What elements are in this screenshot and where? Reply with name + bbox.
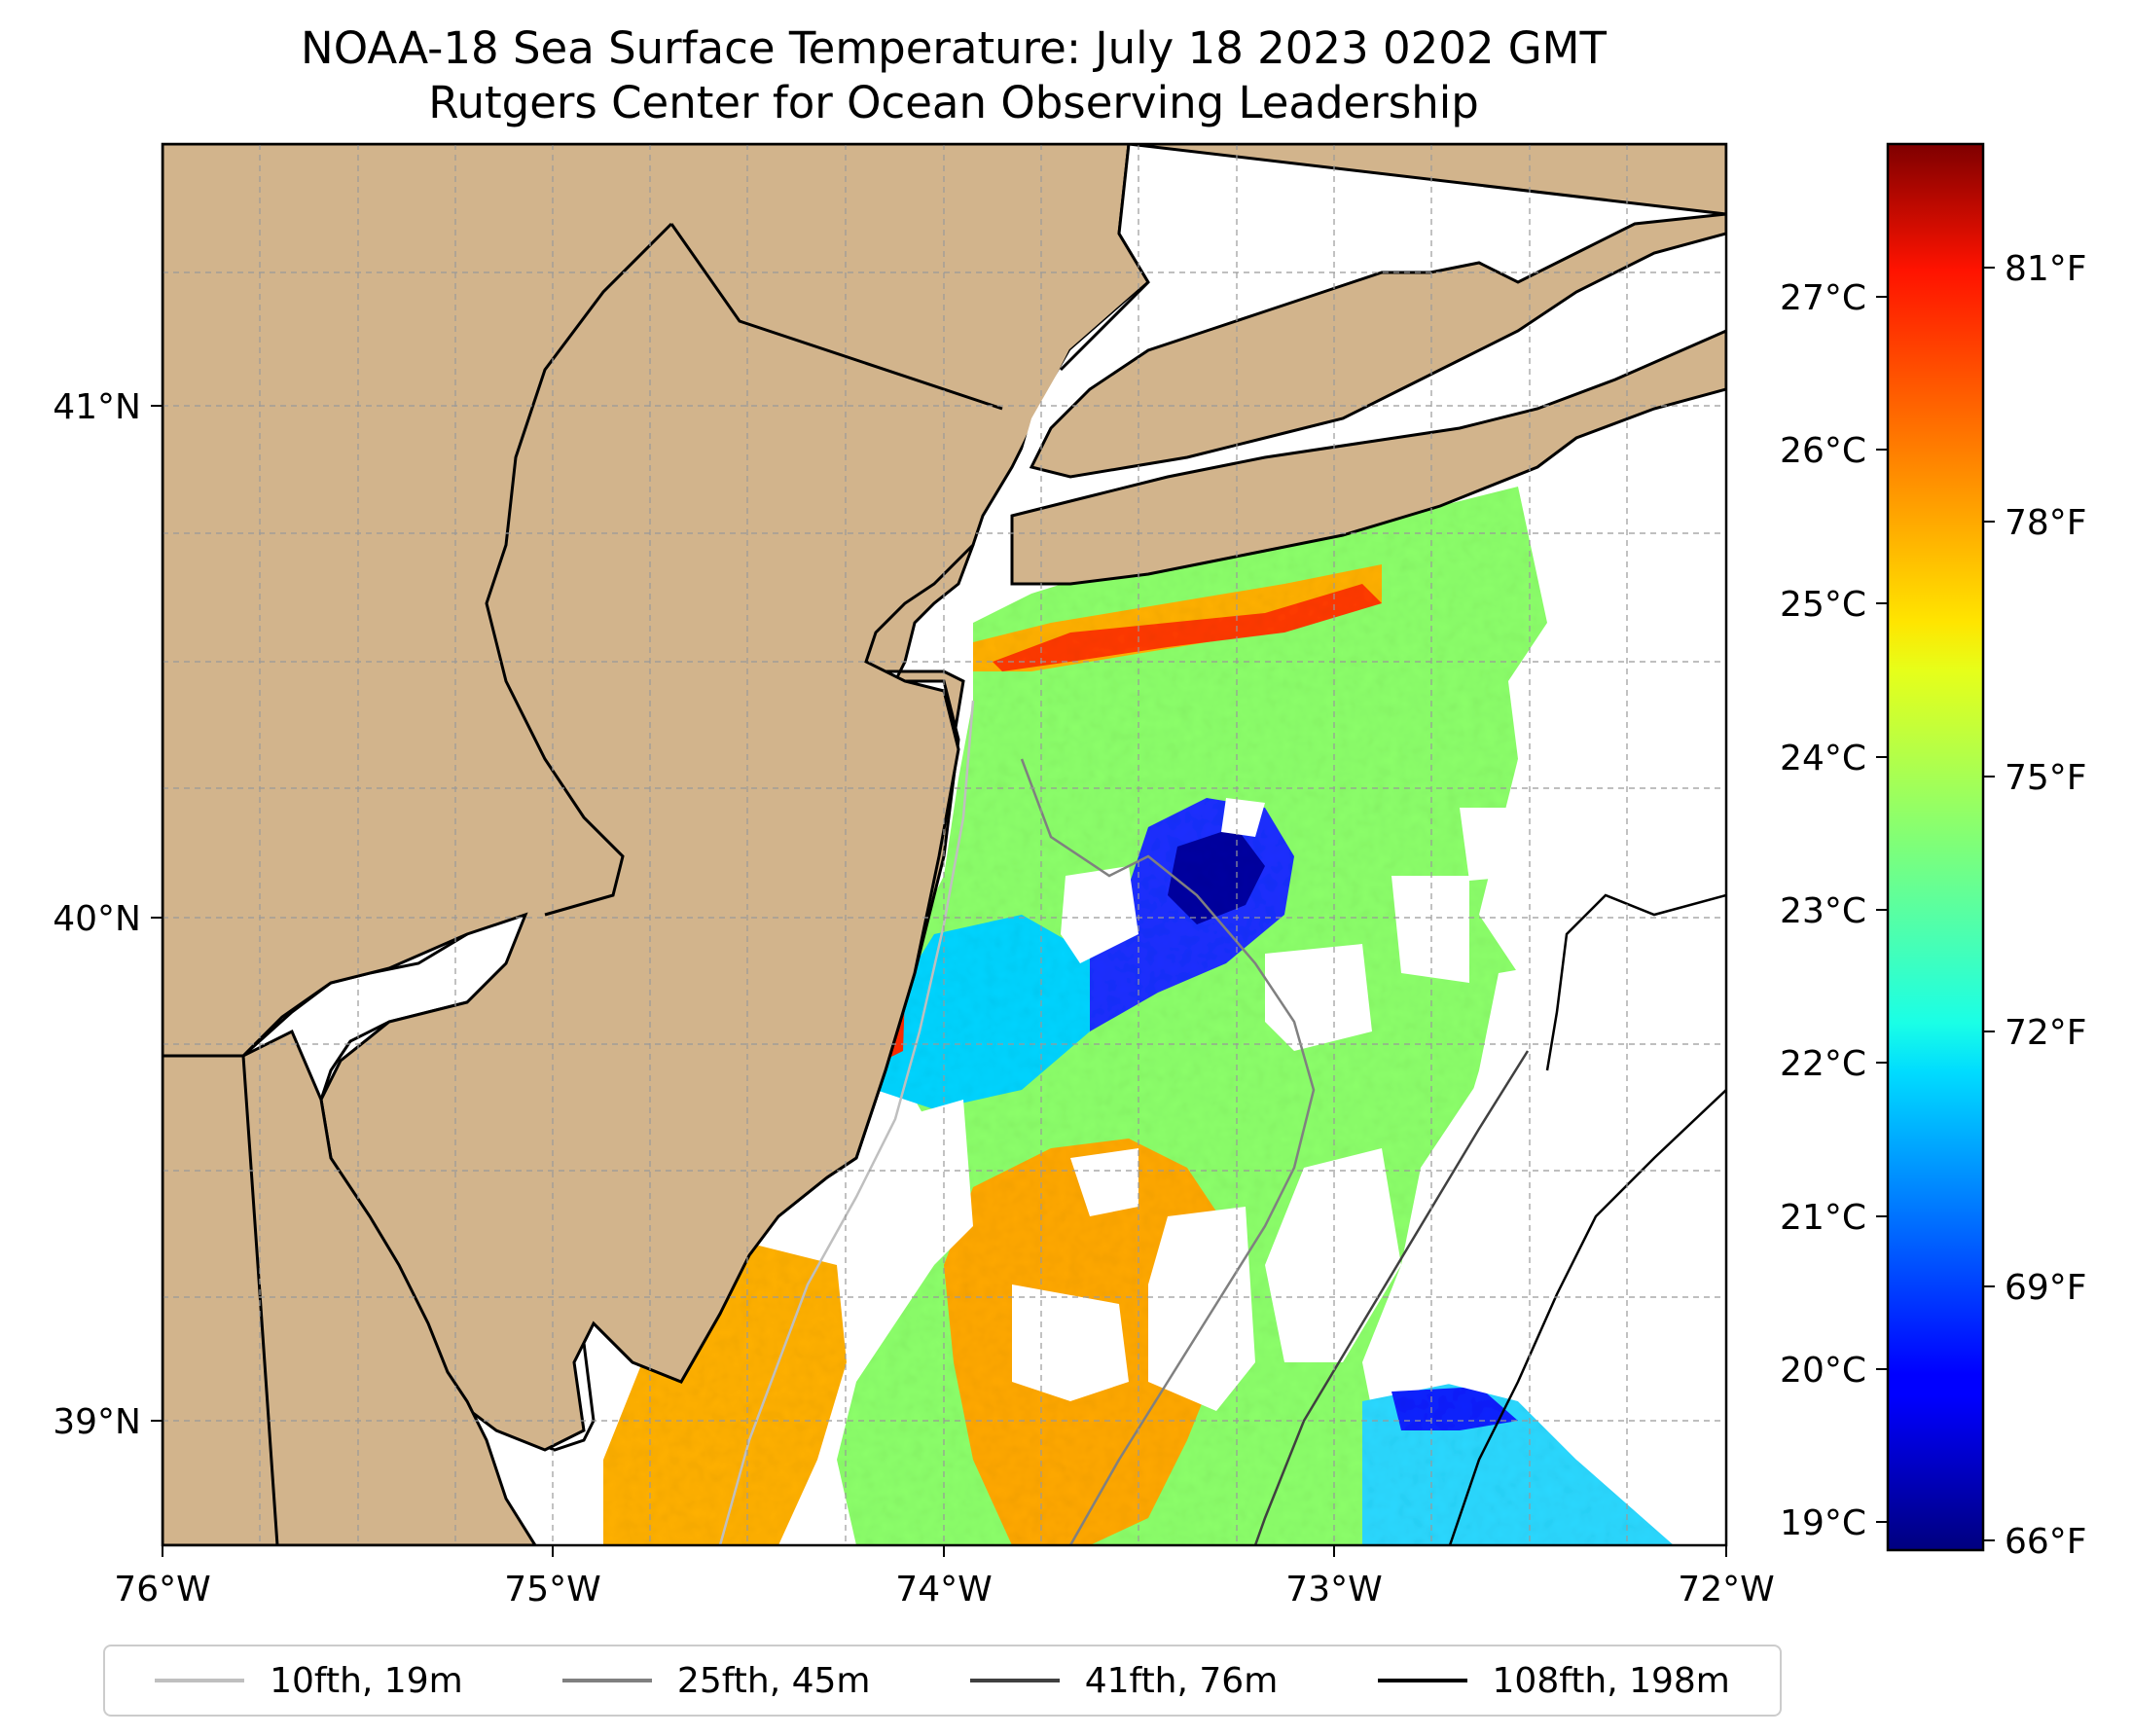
land-delmarva xyxy=(163,1029,537,1545)
lon-tick-72: 72°W xyxy=(1678,1570,1774,1609)
legend-label-25fth: 25fth, 45m xyxy=(676,1660,871,1701)
legend-label-108fth: 108fth, 198m xyxy=(1492,1660,1730,1701)
lon-tick-labels: 76°W 75°W 74°W 73°W 72°W xyxy=(114,1570,1774,1609)
legend-label-41fth: 41fth, 76m xyxy=(1084,1660,1279,1701)
colorbar-fahrenheit-ticks xyxy=(1983,267,1995,1541)
lon-tick-74: 74°W xyxy=(895,1570,992,1609)
sst-hot-streak xyxy=(993,584,1382,671)
legend-item-10fth: 10fth, 19m xyxy=(155,1661,463,1701)
land-main-area xyxy=(163,144,1150,1452)
c-tick-22: 22°C xyxy=(1780,1044,1866,1084)
colorbar-celsius-labels: 27°C 26°C 25°C 24°C 23°C 22°C 21°C 20°C … xyxy=(1780,278,1866,1543)
contour-108fth xyxy=(1448,1089,1726,1545)
contour-legend: 10fth, 19m 25fth, 45m 41fth, 76m 108fth,… xyxy=(103,1645,1782,1717)
legend-label-10fth: 10fth, 19m xyxy=(270,1660,463,1701)
lon-tick-75: 75°W xyxy=(504,1570,600,1609)
c-tick-25: 25°C xyxy=(1780,585,1866,625)
colorbar-celsius-ticks xyxy=(1876,296,1888,1523)
contour-25fth xyxy=(1020,758,1316,1545)
c-tick-27: 27°C xyxy=(1780,278,1866,318)
legend-swatch-25fth xyxy=(561,1679,652,1682)
lon-tick-73: 73°W xyxy=(1285,1570,1382,1609)
c-tick-26: 26°C xyxy=(1780,431,1866,471)
axis-ticks xyxy=(151,405,1727,1557)
f-tick-78: 78°F xyxy=(2005,503,2087,543)
lon-tick-76: 76°W xyxy=(114,1570,210,1609)
legend-item-41fth: 41fth, 76m xyxy=(969,1660,1279,1701)
lat-tick-39: 39°N xyxy=(53,1402,141,1442)
chart-title: NOAA-18 Sea Surface Temperature: July 18… xyxy=(301,22,1607,74)
f-tick-72: 72°F xyxy=(2005,1013,2087,1053)
legend-item-108fth: 108fth, 198m xyxy=(1377,1660,1730,1701)
f-tick-66: 66°F xyxy=(2005,1522,2087,1562)
c-tick-19: 19°C xyxy=(1780,1503,1866,1543)
colorbar xyxy=(1886,142,1985,1552)
f-tick-69: 69°F xyxy=(2005,1268,2087,1308)
bathymetry-contours xyxy=(718,700,1726,1545)
c-tick-24: 24°C xyxy=(1780,739,1866,778)
contour-10fth xyxy=(718,700,975,1545)
grid-lines xyxy=(163,144,1726,1545)
lat-tick-41: 41°N xyxy=(53,387,141,427)
state-boundaries xyxy=(241,144,1150,1545)
c-tick-23: 23°C xyxy=(1780,891,1866,931)
contour-108fth-north xyxy=(1545,893,1726,1071)
lat-tick-40: 40°N xyxy=(53,899,141,939)
sst-blue-se xyxy=(1391,1387,1518,1430)
chart-subtitle: Rutgers Center for Ocean Observing Leade… xyxy=(428,77,1479,128)
contour-41fth xyxy=(1253,1050,1530,1545)
legend-item-25fth: 25fth, 45m xyxy=(561,1660,871,1701)
c-tick-21: 21°C xyxy=(1780,1198,1866,1238)
f-tick-81: 81°F xyxy=(2005,249,2087,289)
f-tick-75: 75°F xyxy=(2005,758,2087,798)
land-layer xyxy=(163,144,1726,1545)
colorbar-fahrenheit-labels: 81°F 78°F 75°F 72°F 69°F 66°F xyxy=(2005,249,2087,1562)
title-block: NOAA-18 Sea Surface Temperature: July 18… xyxy=(0,21,1907,130)
land-li-body xyxy=(1010,329,1726,586)
sst-cyan-mid xyxy=(876,915,1090,1109)
lat-tick-labels: 41°N 40°N 39°N xyxy=(53,387,141,1442)
sst-cold-core xyxy=(1168,827,1265,924)
legend-swatch-41fth xyxy=(969,1679,1060,1682)
legend-swatch-108fth xyxy=(1377,1679,1467,1682)
legend-swatch-10fth xyxy=(155,1679,245,1682)
c-tick-20: 20°C xyxy=(1780,1351,1866,1391)
